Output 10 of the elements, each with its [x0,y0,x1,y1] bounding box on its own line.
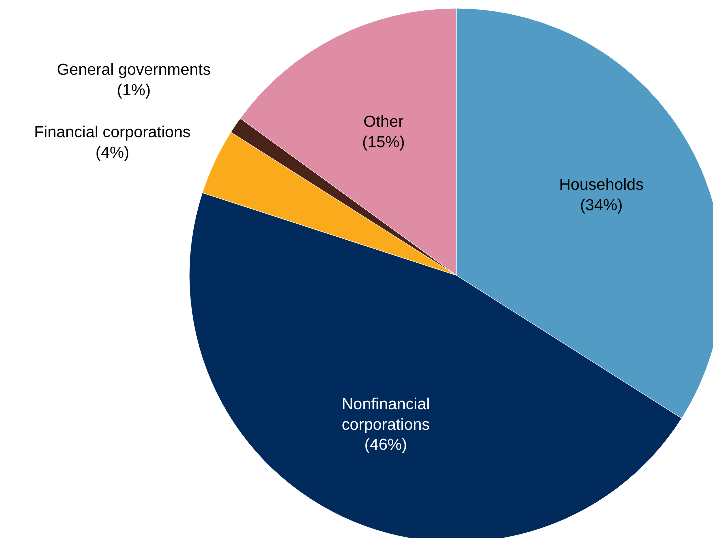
slice-label: General governments [57,62,211,80]
slice-label: Households [559,177,644,194]
data-label: (15%) [362,134,406,152]
slice-label: Financial corporations [34,124,191,142]
data-label: (1%) [117,82,151,100]
data-label: (34%) [580,197,623,214]
slice-label: Nonfinancial corporations [342,396,430,434]
data-label: (4%) [96,145,130,162]
data-label: (46%) [364,437,408,454]
slice-label: Other [364,114,404,132]
